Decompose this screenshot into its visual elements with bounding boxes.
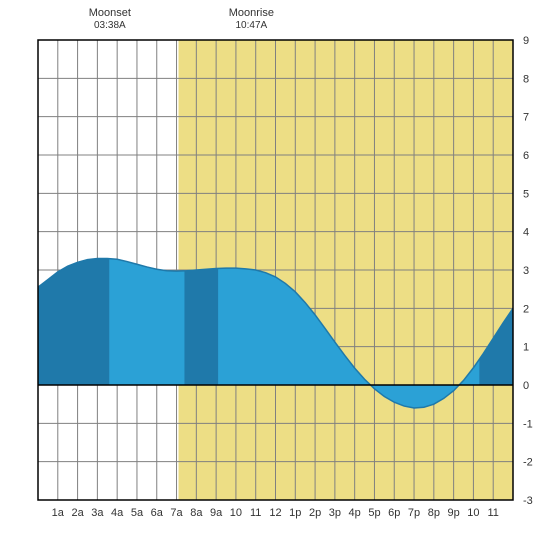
svg-text:6p: 6p xyxy=(388,507,400,519)
svg-text:-2: -2 xyxy=(523,457,533,469)
svg-text:-1: -1 xyxy=(523,418,533,430)
svg-text:1: 1 xyxy=(523,342,529,354)
svg-text:2a: 2a xyxy=(71,507,84,519)
svg-text:1p: 1p xyxy=(289,507,301,519)
svg-text:6a: 6a xyxy=(151,507,164,519)
svg-text:3p: 3p xyxy=(329,507,341,519)
svg-text:3a: 3a xyxy=(91,507,104,519)
svg-text:11: 11 xyxy=(250,507,261,519)
x-axis-labels: 1a 2a 3a 4a 5a 6a 7a 8a 9a 10 11 12 1p 2p 3p 4p 5p 6p 7p 8p… xyxy=(52,507,499,519)
svg-text:0: 0 xyxy=(523,380,529,392)
svg-text:5p: 5p xyxy=(368,507,380,519)
svg-text:8: 8 xyxy=(523,73,529,85)
svg-text:4: 4 xyxy=(523,227,529,239)
svg-text:11: 11 xyxy=(487,507,498,519)
svg-text:10:47A: 10:47A xyxy=(236,20,268,31)
svg-text:9: 9 xyxy=(523,35,529,47)
svg-text:4a: 4a xyxy=(111,507,124,519)
svg-text:Moonrise: Moonrise xyxy=(229,7,274,19)
tide-chart: 1a2a3a4a5a6a7a8a9a1011121p2p3p4p5p6p7p8p… xyxy=(0,0,550,550)
svg-text:6: 6 xyxy=(523,150,529,162)
svg-text:10: 10 xyxy=(467,507,479,519)
svg-text:7a: 7a xyxy=(170,507,183,519)
svg-text:9a: 9a xyxy=(210,507,223,519)
svg-text:8p: 8p xyxy=(428,507,440,519)
svg-text:03:38A: 03:38A xyxy=(94,20,126,31)
svg-text:Moonset: Moonset xyxy=(89,7,131,19)
svg-text:5: 5 xyxy=(523,188,529,200)
svg-text:3: 3 xyxy=(523,265,529,277)
svg-text:7: 7 xyxy=(523,112,529,124)
svg-text:8a: 8a xyxy=(190,507,203,519)
svg-text:-3: -3 xyxy=(523,495,533,507)
svg-text:2: 2 xyxy=(523,303,529,315)
svg-text:12: 12 xyxy=(269,507,281,519)
svg-text:7p: 7p xyxy=(408,507,420,519)
svg-text:1a: 1a xyxy=(52,507,65,519)
svg-text:4p: 4p xyxy=(349,507,361,519)
svg-text:10: 10 xyxy=(230,507,242,519)
tide-chart-svg: 1a2a3a4a5a6a7a8a9a1011121p2p3p4p5p6p7p8p… xyxy=(0,0,550,550)
svg-text:2p: 2p xyxy=(309,507,321,519)
svg-text:9p: 9p xyxy=(448,507,460,519)
svg-text:5a: 5a xyxy=(131,507,144,519)
